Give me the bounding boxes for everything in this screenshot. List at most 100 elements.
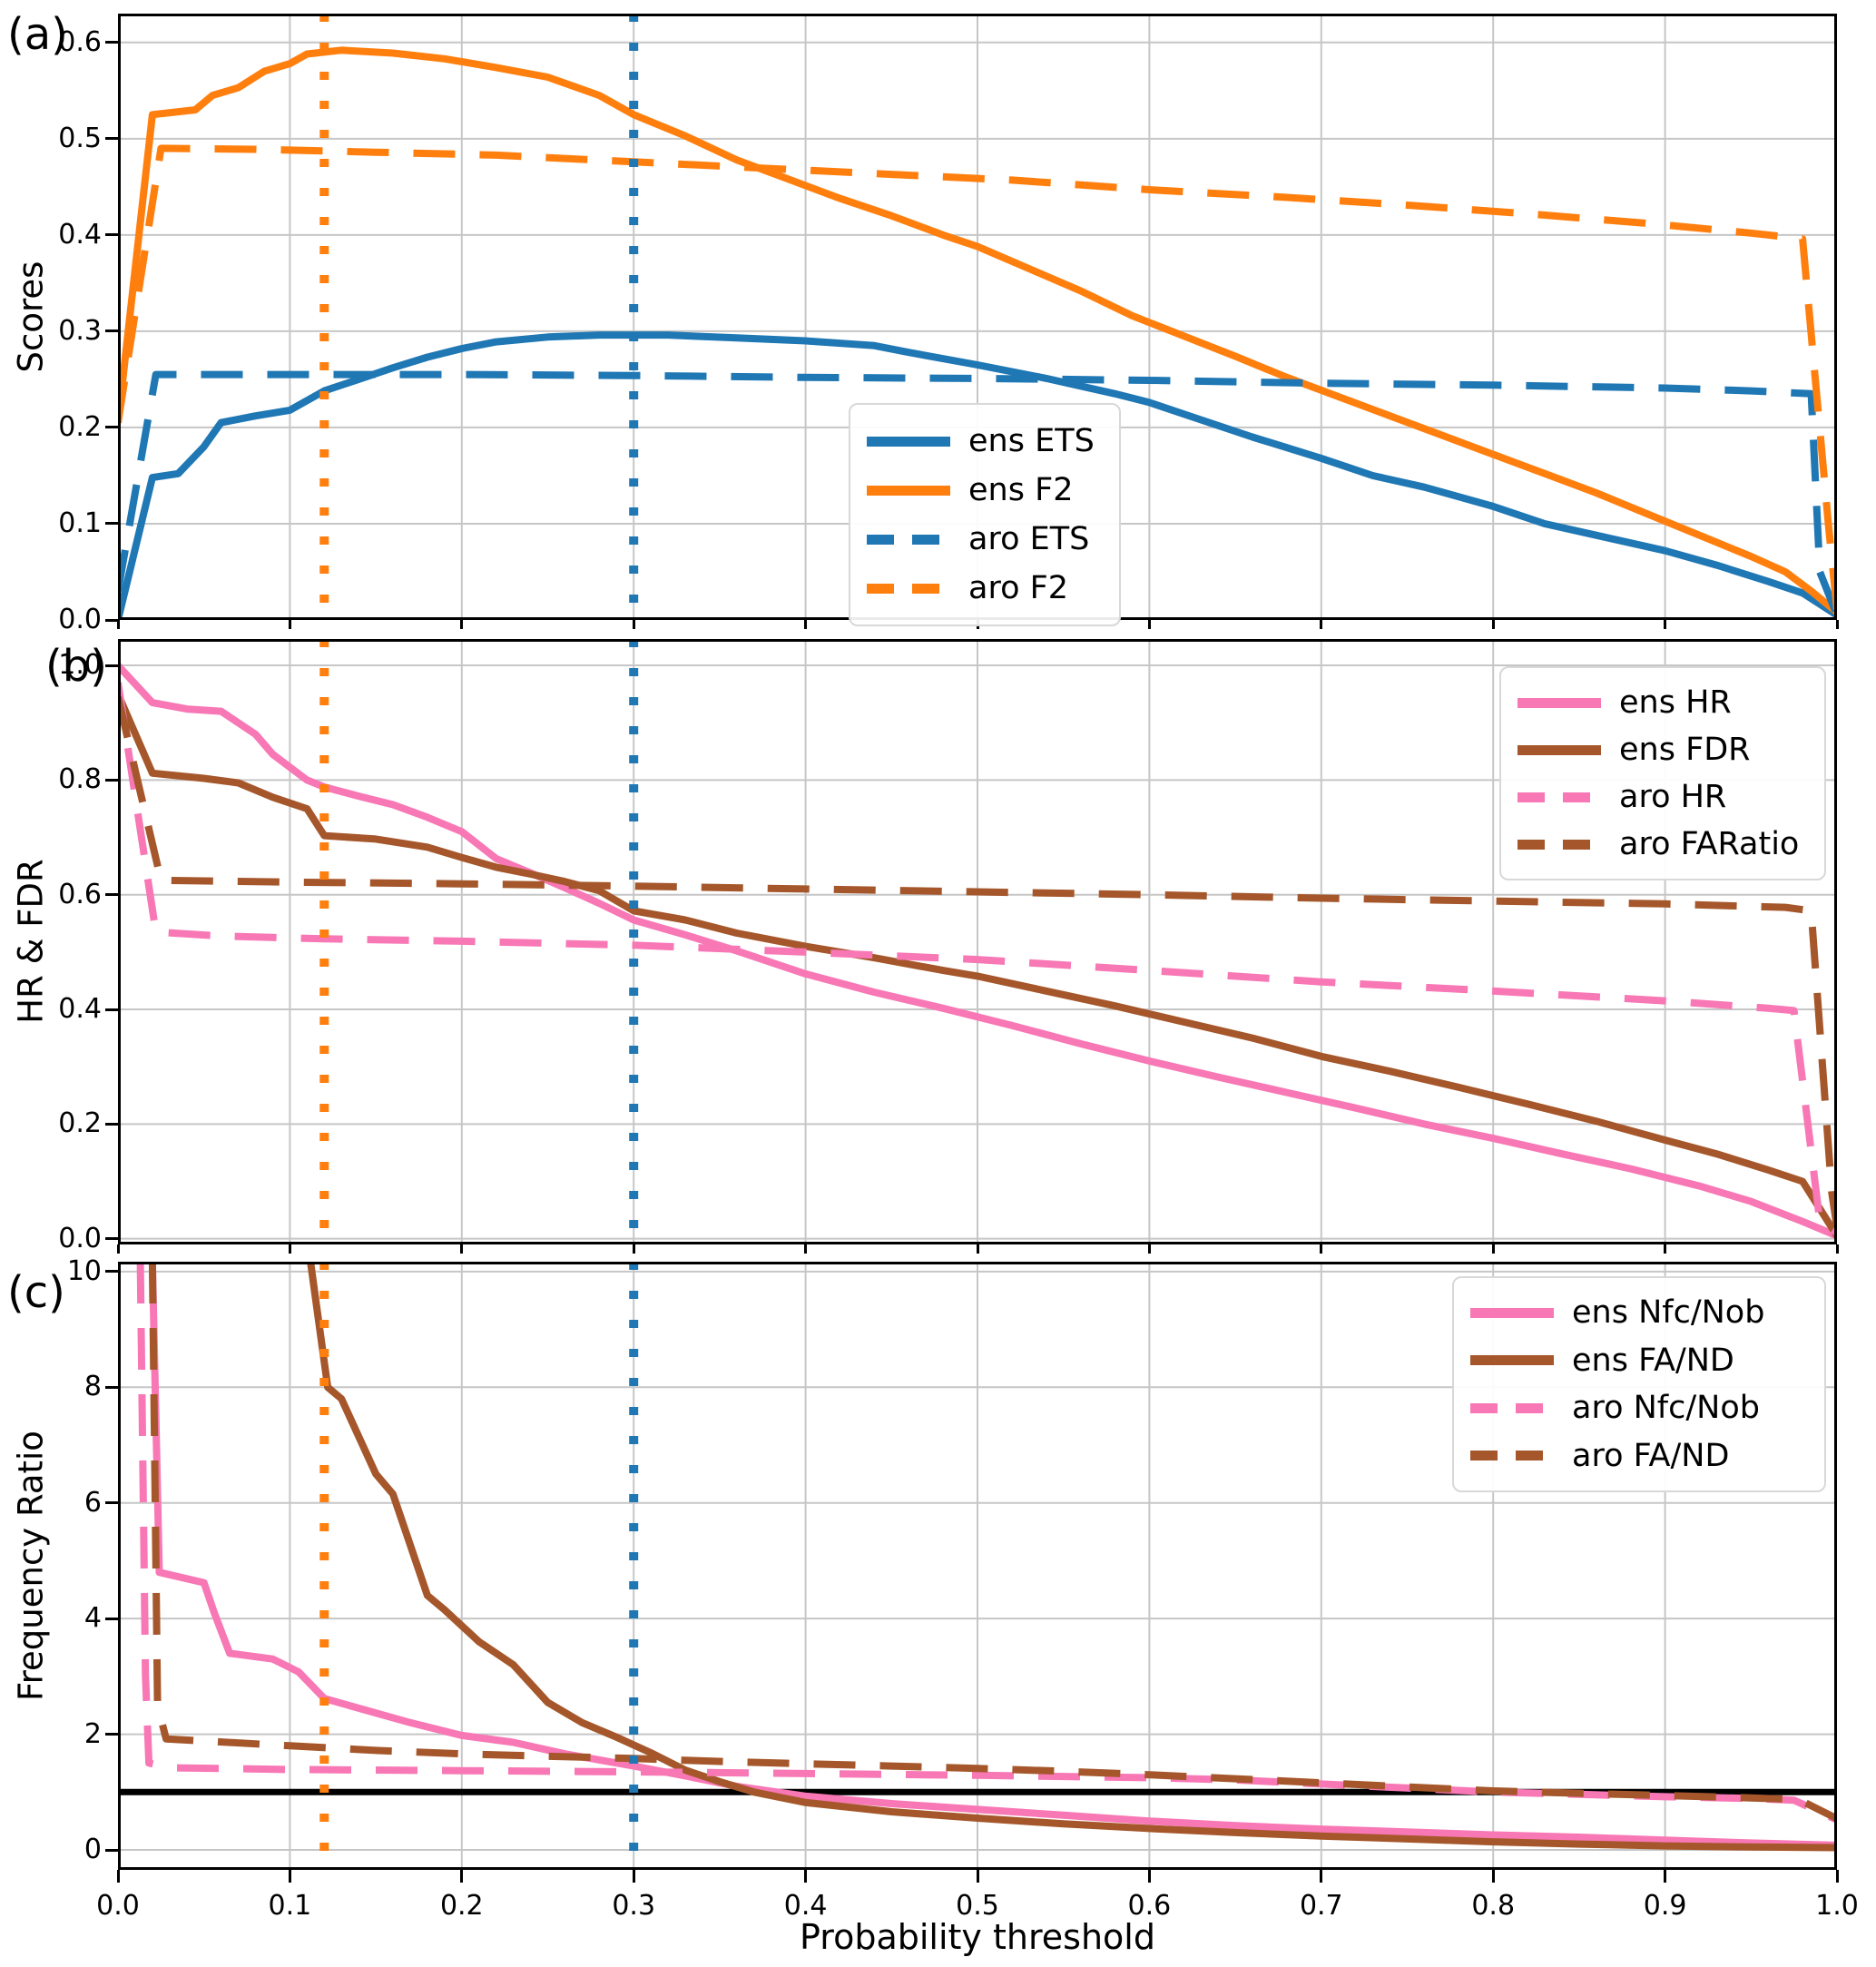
legend-label: ens ETS (968, 423, 1095, 459)
legend-swatch-dashed-line-icon (867, 534, 950, 545)
xtick-mark-c-2 (460, 1870, 464, 1883)
ytick-mark-a-1 (105, 522, 118, 526)
ytick-label-a-5: 0.5 (58, 122, 102, 154)
ytick-mark-c-3 (105, 1501, 118, 1505)
xtick-mark-c-7 (1320, 1870, 1323, 1883)
ytick-mark-c-4 (105, 1385, 118, 1389)
legend-swatch-dashed-line-icon (1517, 839, 1601, 850)
series-b-1-ens-fdr (118, 693, 1837, 1238)
panel-c-letter: (c) (7, 1267, 65, 1318)
legend-entry-c-3: aro FA/ND (1470, 1438, 1808, 1474)
spines-b (118, 639, 1837, 1244)
series-b-3-aro-faratio (118, 695, 1837, 1228)
legend-swatch-dashed-line-icon (1517, 792, 1601, 802)
ytick-label-b-3: 0.6 (58, 878, 102, 910)
xtick-mark-b-9 (1664, 1244, 1667, 1254)
legend-label: ens HR (1619, 684, 1732, 721)
xtick-mark-a-4 (804, 620, 808, 629)
series-b-0-ens-hr (118, 663, 1837, 1240)
xtick-mark-b-4 (804, 1244, 808, 1254)
xtick-mark-b-1 (288, 1244, 291, 1254)
ytick-label-a-2: 0.2 (58, 410, 102, 443)
legend-entry-c-2: aro Nfc/Nob (1470, 1390, 1808, 1426)
ytick-label-a-4: 0.4 (58, 218, 102, 251)
xtick-mark-b-10 (1835, 1244, 1839, 1254)
xtick-label-1: 0.1 (268, 1890, 312, 1922)
ytick-mark-b-2 (105, 1008, 118, 1011)
ytick-label-c-0: 0 (83, 1834, 102, 1866)
xtick-mark-c-3 (632, 1870, 635, 1883)
xtick-mark-b-5 (976, 1244, 979, 1254)
xtick-label-5: 0.5 (956, 1890, 999, 1922)
spines-c (118, 1262, 1837, 1870)
xtick-mark-a-2 (460, 620, 464, 629)
ytick-mark-b-4 (105, 778, 118, 782)
legend-entry-b-0: ens HR (1517, 684, 1808, 721)
xtick-mark-c-0 (116, 1870, 120, 1883)
xtick-label-6: 0.6 (1127, 1890, 1172, 1922)
xtick-label-9: 0.9 (1643, 1890, 1687, 1922)
ytick-label-a-3: 0.3 (58, 314, 102, 347)
ytick-mark-a-4 (105, 233, 118, 237)
legend-swatch-dashed-line-icon (1470, 1451, 1554, 1461)
legend-label: ens Nfc/Nob (1572, 1294, 1765, 1332)
xtick-mark-b-7 (1320, 1244, 1323, 1254)
legend-swatch-solid-line-icon (867, 436, 950, 447)
ytick-mark-b-0 (105, 1237, 118, 1241)
xtick-mark-a-8 (1491, 620, 1495, 629)
series-a-0-ens-ets (118, 331, 1837, 620)
panel-b-letter: (b) (45, 641, 107, 692)
legend-entry-a-0: ens ETS (867, 423, 1103, 459)
panel-c-legend: ens Nfc/Nob ens FA/ND aro Nfc/Nob aro FA/ND (1452, 1276, 1826, 1492)
legend-label: ens F2 (968, 472, 1074, 508)
ytick-label-b-5: 1.0 (58, 649, 102, 682)
xtick-mark-c-9 (1664, 1870, 1667, 1883)
ytick-mark-a-0 (105, 618, 118, 622)
ytick-mark-a-5 (105, 137, 118, 141)
ytick-label-a-0: 0.0 (58, 604, 102, 635)
legend-swatch-dashed-line-icon (1470, 1402, 1554, 1413)
legend-swatch-solid-line-icon (1517, 697, 1601, 708)
legend-entry-c-0: ens Nfc/Nob (1470, 1294, 1808, 1331)
xtick-mark-a-7 (1320, 620, 1323, 629)
series-a-2-aro-ets (118, 370, 1837, 617)
xtick-label-2: 0.2 (439, 1890, 484, 1922)
ytick-mark-a-2 (105, 426, 118, 429)
xtick-label-4: 0.4 (783, 1890, 828, 1922)
panel-b-plot (118, 639, 1837, 1244)
legend-swatch-solid-line-icon (867, 485, 950, 496)
legend-label: aro FARatio (1619, 826, 1800, 862)
ytick-label-c-1: 2 (83, 1717, 102, 1750)
xtick-mark-a-9 (1664, 620, 1667, 629)
legend-label: aro Nfc/Nob (1572, 1390, 1760, 1427)
legend-label: aro F2 (968, 570, 1069, 606)
legend-entry-c-1: ens FA/ND (1470, 1342, 1808, 1379)
series-c-0-ens-nfc-nob (148, 1262, 1837, 1849)
series-a-1-ens-f2 (118, 46, 1837, 615)
xtick-mark-b-6 (1147, 1244, 1151, 1254)
ytick-mark-c-2 (105, 1617, 118, 1620)
series-c-3-aro-fa-nd (148, 1262, 1837, 1823)
xtick-mark-a-0 (116, 620, 120, 629)
ytick-label-c-3: 6 (83, 1486, 102, 1519)
legend-swatch-dashed-line-icon (867, 583, 950, 594)
xtick-label-7: 0.7 (1299, 1890, 1343, 1922)
legend-label: ens FA/ND (1572, 1342, 1734, 1379)
ytick-mark-c-5 (105, 1270, 118, 1274)
series-c-2-aro-nfc-nob (136, 1262, 1837, 1824)
x-axis-title: Probability threshold (800, 1917, 1155, 1957)
ytick-label-b-0: 0.0 (58, 1222, 102, 1254)
legend-entry-b-2: aro HR (1517, 779, 1808, 815)
ytick-mark-c-0 (105, 1848, 118, 1852)
ytick-label-b-4: 0.8 (58, 763, 102, 796)
xtick-label-8: 0.8 (1471, 1890, 1516, 1922)
panel-c-ylabel: Frequency Ratio (11, 1431, 51, 1701)
legend-label: aro FA/ND (1572, 1437, 1730, 1474)
xtick-mark-a-3 (632, 620, 635, 629)
xtick-label-10: 1.0 (1815, 1890, 1859, 1922)
series-c-1-ens-fa-nd (307, 1262, 1837, 1852)
legend-swatch-solid-line-icon (1470, 1355, 1554, 1366)
panel-a-letter: (a) (7, 9, 68, 60)
ytick-label-c-2: 4 (83, 1602, 102, 1635)
